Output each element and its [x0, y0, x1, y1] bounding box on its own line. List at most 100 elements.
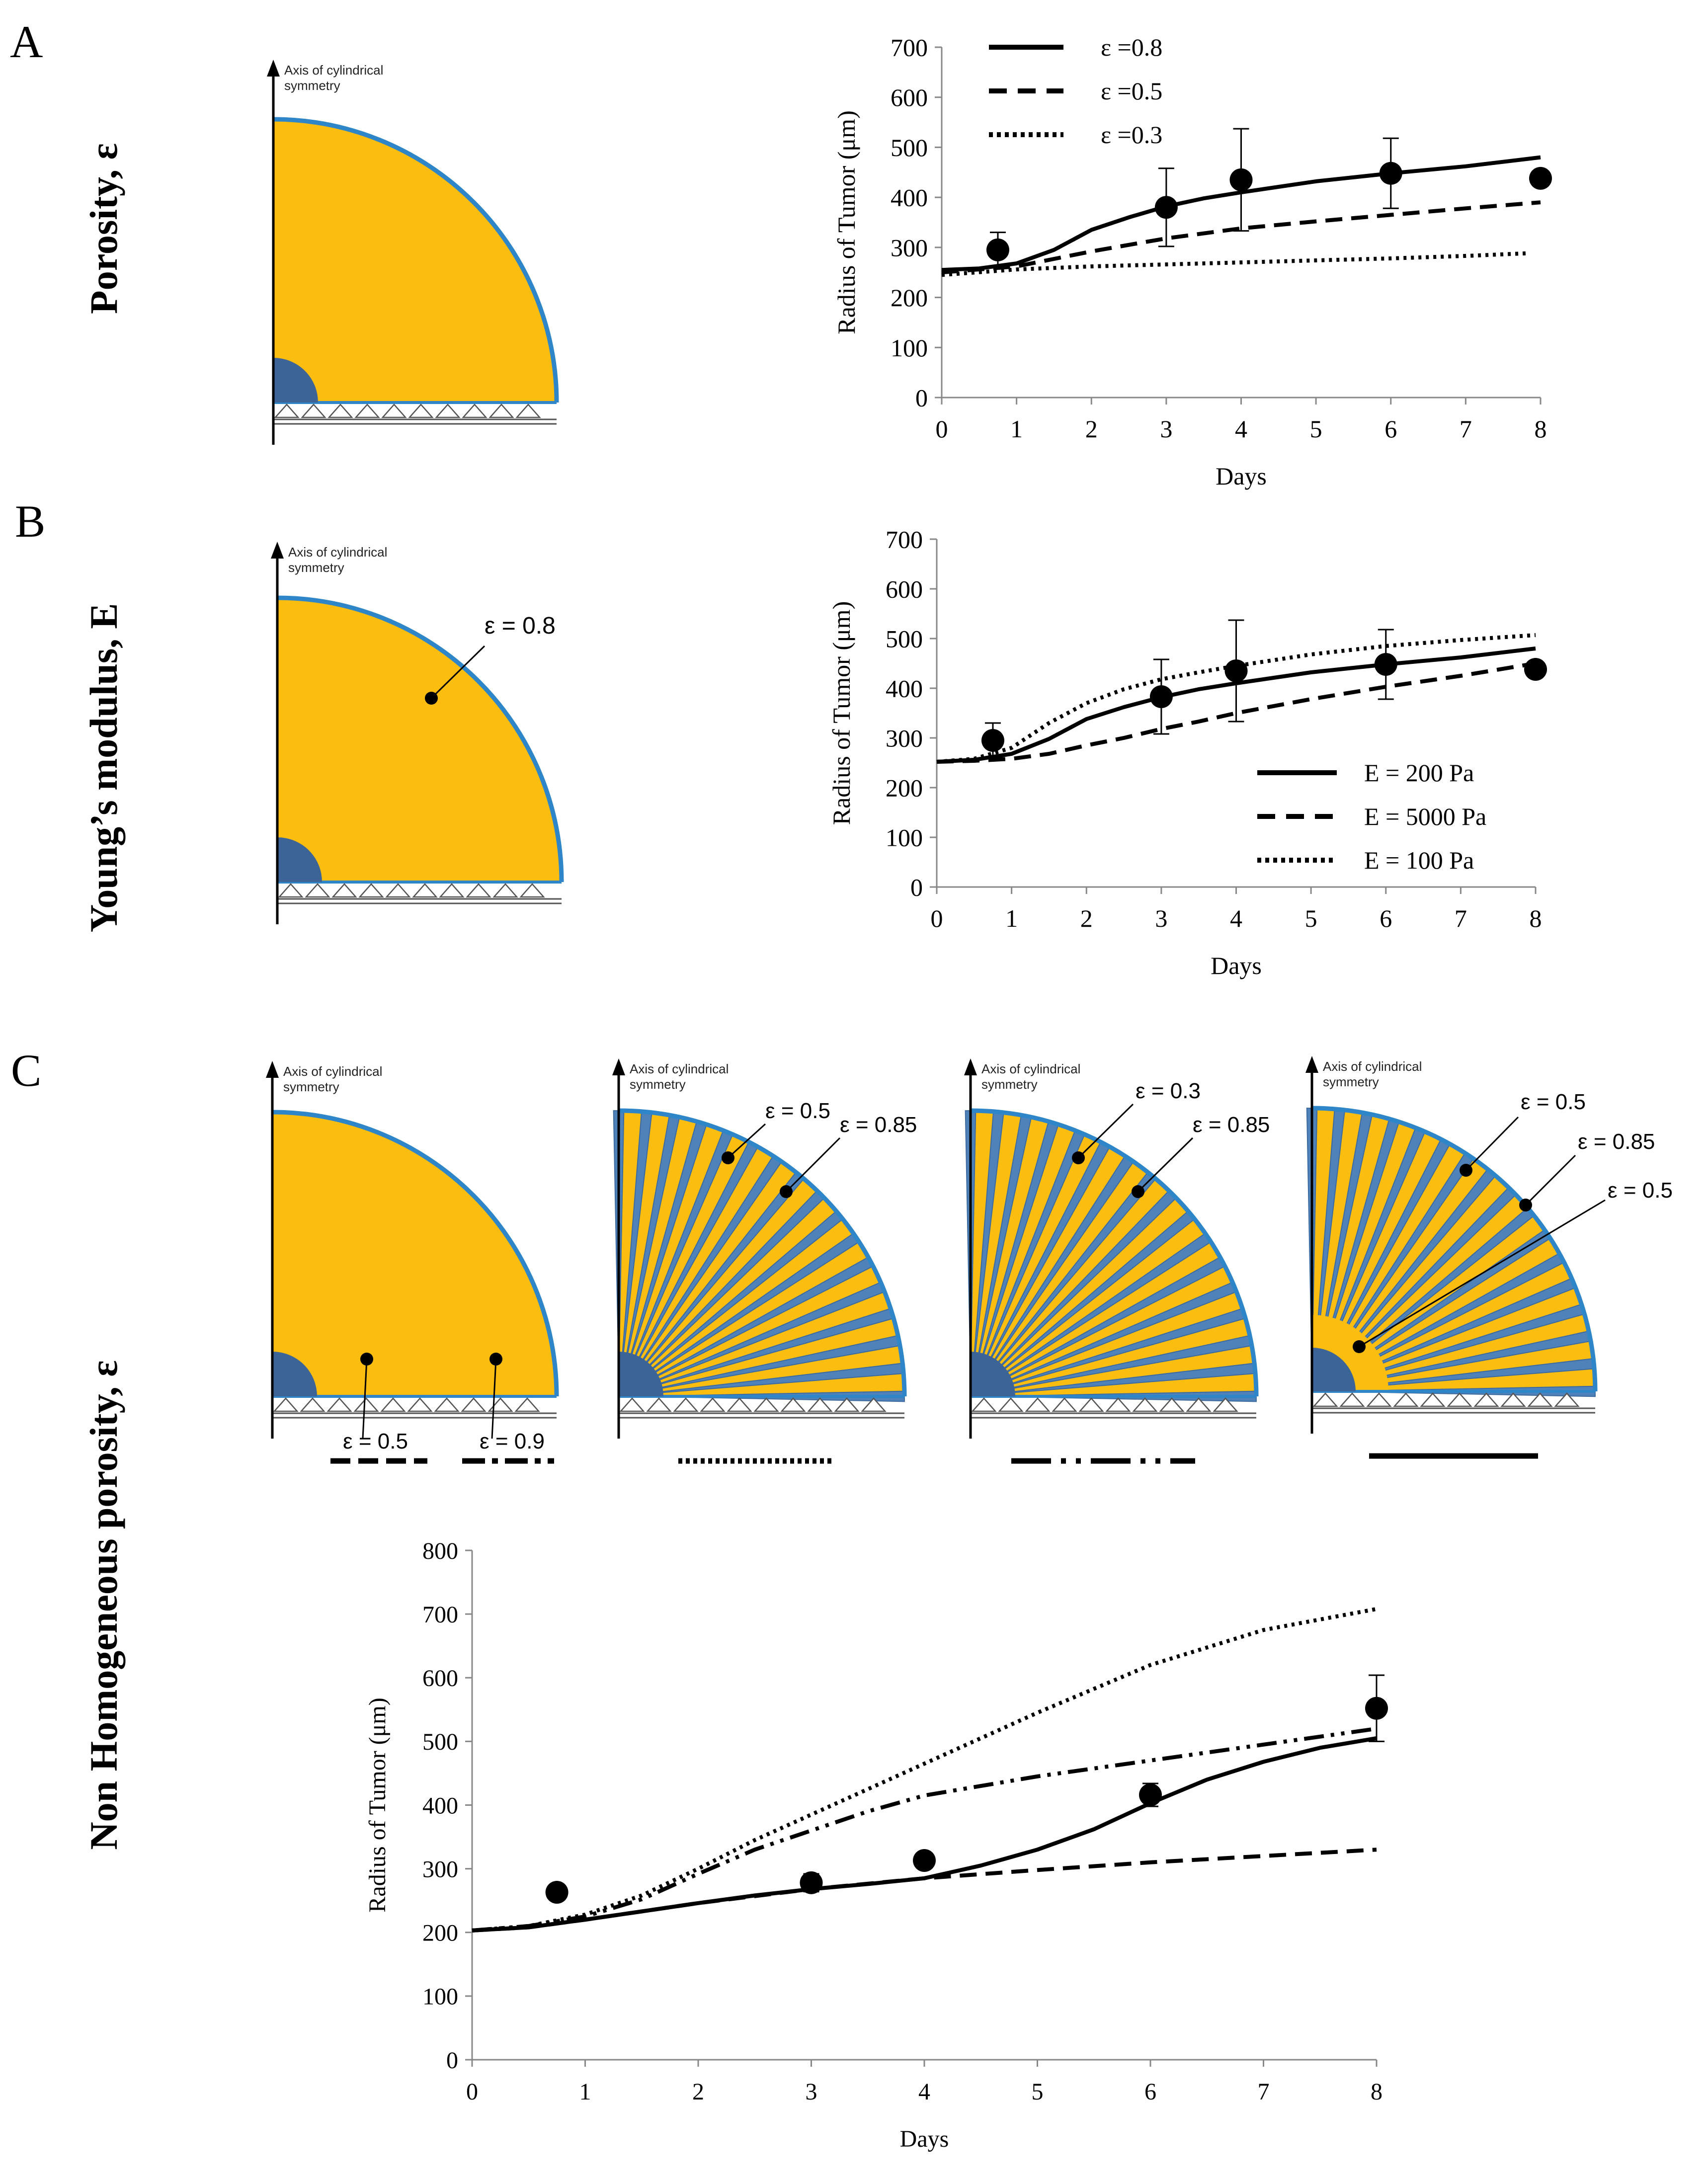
roller-support	[727, 1397, 752, 1412]
x-tick-label: 2	[1080, 904, 1093, 932]
axis-label: symmetry	[630, 1077, 686, 1092]
porosity-annotation: ε = 0.5	[765, 1099, 830, 1123]
x-tick-label: 2	[692, 2079, 704, 2105]
x-tick-label: 6	[1380, 904, 1392, 932]
roller-support	[412, 883, 438, 898]
roller-support	[461, 1397, 487, 1412]
axis-arrow-icon	[964, 1058, 977, 1075]
roller-support	[462, 404, 488, 418]
x-tick-label: 3	[806, 2079, 817, 2105]
data-point	[1374, 653, 1397, 676]
y-tick-label: 700	[422, 1602, 458, 1628]
x-tick-label: 8	[1371, 2079, 1383, 2105]
x-tick-label: 5	[1032, 2079, 1044, 2105]
legend-label: ε =0.5	[1101, 77, 1162, 105]
data-point	[1524, 658, 1547, 681]
roller-support	[301, 404, 326, 418]
x-tick-label: 7	[1455, 904, 1467, 932]
roller-support	[861, 1397, 887, 1412]
y-axis-label: Radius of Tumor (μm)	[827, 601, 855, 825]
series-line-dashdotdot	[472, 1726, 1377, 1933]
axis-arrow-icon	[271, 542, 284, 559]
roller-support	[1105, 1397, 1131, 1412]
x-tick-label: 6	[1144, 2079, 1156, 2105]
x-tick-label: 7	[1460, 415, 1472, 443]
y-tick-label: 500	[422, 1729, 458, 1755]
axis-arrow-icon	[266, 1061, 279, 1078]
tumor-core	[273, 358, 318, 403]
roller-support	[326, 1397, 352, 1412]
annotation-leader	[785, 1137, 841, 1193]
data-point	[913, 1849, 936, 1872]
x-tick-label: 4	[1235, 415, 1247, 443]
roller-support	[1393, 1392, 1419, 1407]
roller-support	[381, 404, 407, 418]
roller-support	[354, 404, 380, 418]
y-tick-label: 400	[886, 675, 923, 703]
y-tick-label: 200	[891, 284, 928, 312]
y-tick-label: 400	[422, 1792, 458, 1819]
annotation-leader	[430, 645, 486, 699]
roller-support	[780, 1397, 806, 1412]
axis-arrow-icon	[612, 1058, 625, 1075]
y-tick-label: 500	[886, 625, 923, 653]
x-tick-label: 3	[1160, 415, 1172, 443]
roller-support	[434, 1397, 460, 1412]
roller-support	[1159, 1397, 1185, 1412]
row-label-youngs-modulus: Young’s modulus, E	[82, 603, 125, 933]
y-tick-label: 100	[886, 824, 923, 852]
x-tick-label: 0	[466, 2079, 478, 2105]
roller-support	[488, 404, 514, 418]
axis-arrow-icon	[1305, 1056, 1318, 1073]
legend-label: ε =0.8	[1101, 33, 1162, 61]
axis-label: symmetry	[283, 1079, 339, 1094]
legend-label: ε =0.3	[1101, 121, 1162, 149]
roller-support	[408, 404, 434, 418]
tumor-core	[619, 1352, 663, 1396]
panel-letter-b: B	[15, 496, 45, 547]
x-tick-label: 5	[1305, 904, 1317, 932]
y-tick-label: 100	[891, 334, 928, 362]
y-tick-label: 700	[891, 34, 928, 62]
tissue-region	[273, 119, 557, 403]
roller-support	[353, 1397, 379, 1412]
roller-support	[1473, 1392, 1499, 1407]
x-tick-label: 4	[918, 2079, 930, 2105]
axis-label: symmetry	[288, 560, 344, 575]
x-tick-label: 3	[1155, 904, 1167, 932]
y-tick-label: 300	[422, 1856, 458, 1882]
annotation-leader	[491, 1359, 497, 1439]
roller-support	[753, 1397, 779, 1412]
porosity-annotation: ε = 0.3	[1136, 1079, 1201, 1103]
roller-support	[278, 883, 304, 898]
axis-label: Axis of cylindrical	[284, 63, 383, 78]
roller-support	[358, 883, 384, 898]
porosity-annotation: ε = 0.85	[1578, 1130, 1655, 1154]
tumor-core	[1312, 1348, 1356, 1391]
roller-support	[305, 883, 330, 898]
x-axis-label: Days	[900, 2126, 949, 2152]
series-line-dashed	[941, 200, 1541, 275]
data-point	[1379, 161, 1402, 185]
annotation-leader	[1137, 1137, 1194, 1193]
y-tick-label: 300	[891, 234, 928, 261]
axis-arrow-icon	[267, 60, 280, 77]
y-tick-label: 400	[891, 184, 928, 212]
x-tick-label: 0	[936, 415, 948, 443]
roller-support	[1052, 1397, 1077, 1412]
data-point	[800, 1871, 823, 1894]
legend-label: E = 5000 Pa	[1364, 803, 1486, 830]
data-point	[545, 1881, 569, 1904]
roller-support	[300, 1397, 325, 1412]
porosity-annotation: ε = 0.85	[1193, 1113, 1270, 1137]
legend-label: E = 200 Pa	[1364, 759, 1474, 787]
roller-support	[1339, 1392, 1365, 1407]
x-axis-label: Days	[1211, 952, 1262, 979]
roller-support	[439, 883, 465, 898]
roller-support	[1078, 1397, 1104, 1412]
roller-support	[380, 1397, 406, 1412]
axis-label: Axis of cylindrical	[630, 1061, 729, 1076]
annotation-leader	[1077, 1103, 1134, 1159]
roller-support	[1527, 1392, 1553, 1407]
